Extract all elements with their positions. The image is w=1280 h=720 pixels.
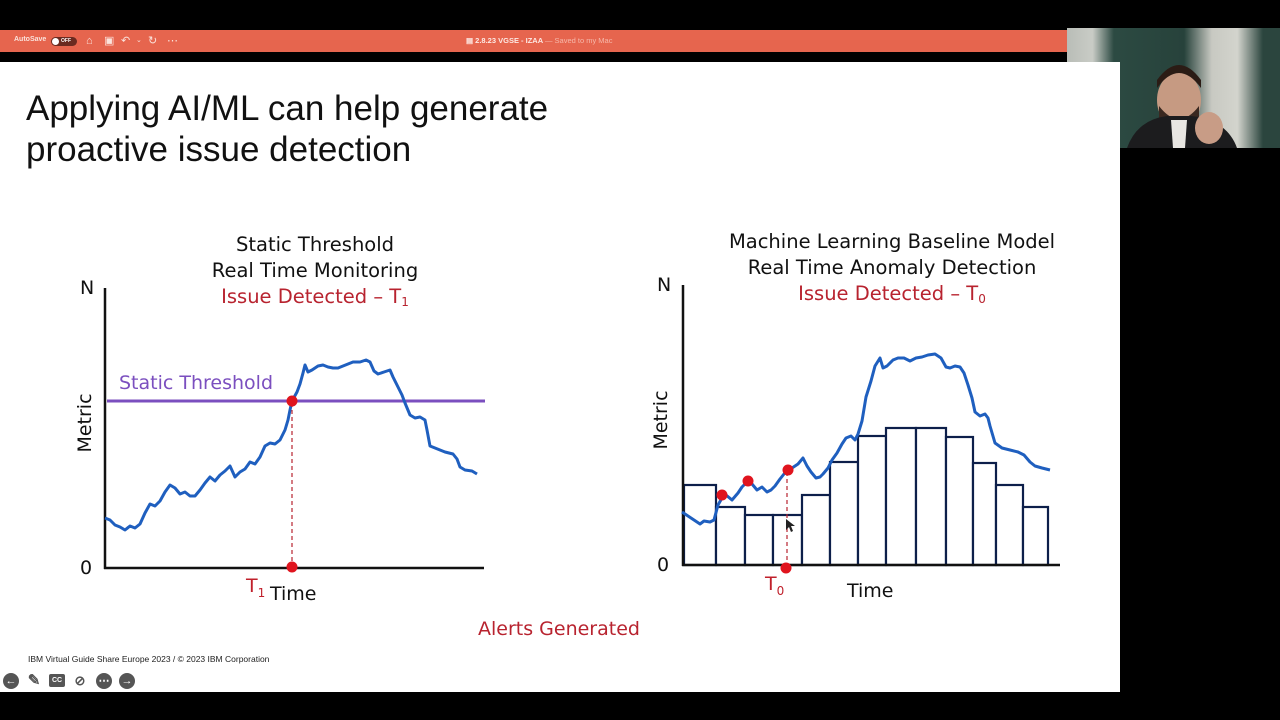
pen-button[interactable]: ✎	[26, 673, 42, 689]
cc-icon: CC	[51, 677, 63, 684]
issue-detected-t0: Issue Detected – T0	[798, 282, 986, 306]
t0-label: T0	[765, 573, 785, 598]
autosave-label: AutoSave	[14, 36, 47, 43]
arrow-right-icon: →	[121, 675, 133, 687]
pen-icon: ✎	[27, 672, 41, 689]
webcam-video	[1067, 28, 1280, 148]
anomaly-marker-1	[716, 489, 728, 501]
issue-detected-t1: Issue Detected – T1	[221, 285, 409, 309]
more-icon: ⋯	[98, 675, 110, 687]
t1-label: T1	[246, 575, 266, 600]
toolbar-strip	[0, 52, 1067, 62]
slide-footer: IBM Virtual Guide Share Europe 2023 / © …	[28, 654, 270, 664]
right-chart-title: Machine Learning Baseline Model Real Tim…	[712, 229, 1072, 312]
slide	[0, 62, 1120, 692]
left-y-top-label: N	[80, 277, 95, 299]
left-y-zero-label: 0	[80, 557, 93, 579]
right-y-zero-label: 0	[657, 554, 670, 576]
mouse-cursor-icon	[786, 519, 795, 532]
captions-button[interactable]: CC	[49, 674, 65, 687]
camera-off-button[interactable]: ⊘	[72, 673, 88, 689]
right-x-axis-label: Time	[847, 580, 894, 602]
document-title: ▤ 2.8.23 VGSE - IZAA — Saved to my Mac	[466, 36, 613, 45]
threshold-crossing-marker	[286, 395, 298, 407]
presenter-silhouette	[1127, 65, 1237, 148]
save-icon[interactable]: ▣	[104, 35, 115, 47]
next-slide-button[interactable]: →	[119, 673, 135, 689]
previous-slide-button[interactable]: ←	[3, 673, 19, 689]
anomaly-marker-t0	[782, 464, 794, 476]
more-options-button[interactable]: ⋯	[96, 673, 112, 689]
left-chart-title: Static Threshold Real Time Monitoring Is…	[145, 232, 485, 315]
toggle-knob	[52, 38, 59, 45]
camera-off-icon: ⊘	[74, 673, 86, 688]
right-y-axis-label: Metric	[650, 390, 672, 450]
alerts-generated-label: Alerts Generated	[478, 618, 640, 640]
undo-icon[interactable]: ↶	[121, 35, 131, 47]
t0-marker	[780, 562, 792, 574]
document-icon: ▤	[466, 36, 476, 45]
left-chart	[103, 288, 485, 573]
anomaly-marker-2	[742, 475, 754, 487]
chevron-down-icon[interactable]: ⌄	[136, 37, 142, 44]
title-bar: AutoSave OFF ⌂ ▣ ↶ ⌄ ↻ ⋯ ▤ 2.8.23 VGSE -…	[0, 30, 1067, 52]
t1-marker	[286, 561, 298, 573]
right-chart	[681, 285, 1060, 574]
right-y-top-label: N	[657, 274, 672, 296]
arrow-left-icon: ←	[5, 675, 17, 687]
save-status: — Saved to my Mac	[544, 36, 613, 45]
left-y-axis-label: Metric	[74, 393, 96, 453]
left-x-axis-label: Time	[270, 583, 317, 605]
redo-icon[interactable]: ↻	[148, 35, 158, 47]
home-icon[interactable]: ⌂	[86, 35, 93, 47]
autosave-toggle[interactable]: OFF	[51, 37, 77, 46]
more-icon[interactable]: ⋯	[167, 35, 178, 47]
baseline-bars	[682, 426, 1050, 567]
slide-title: Applying AI/ML can help generate proacti…	[26, 89, 549, 169]
autosave-state: OFF	[61, 38, 71, 44]
static-threshold-label: Static Threshold	[119, 372, 274, 394]
